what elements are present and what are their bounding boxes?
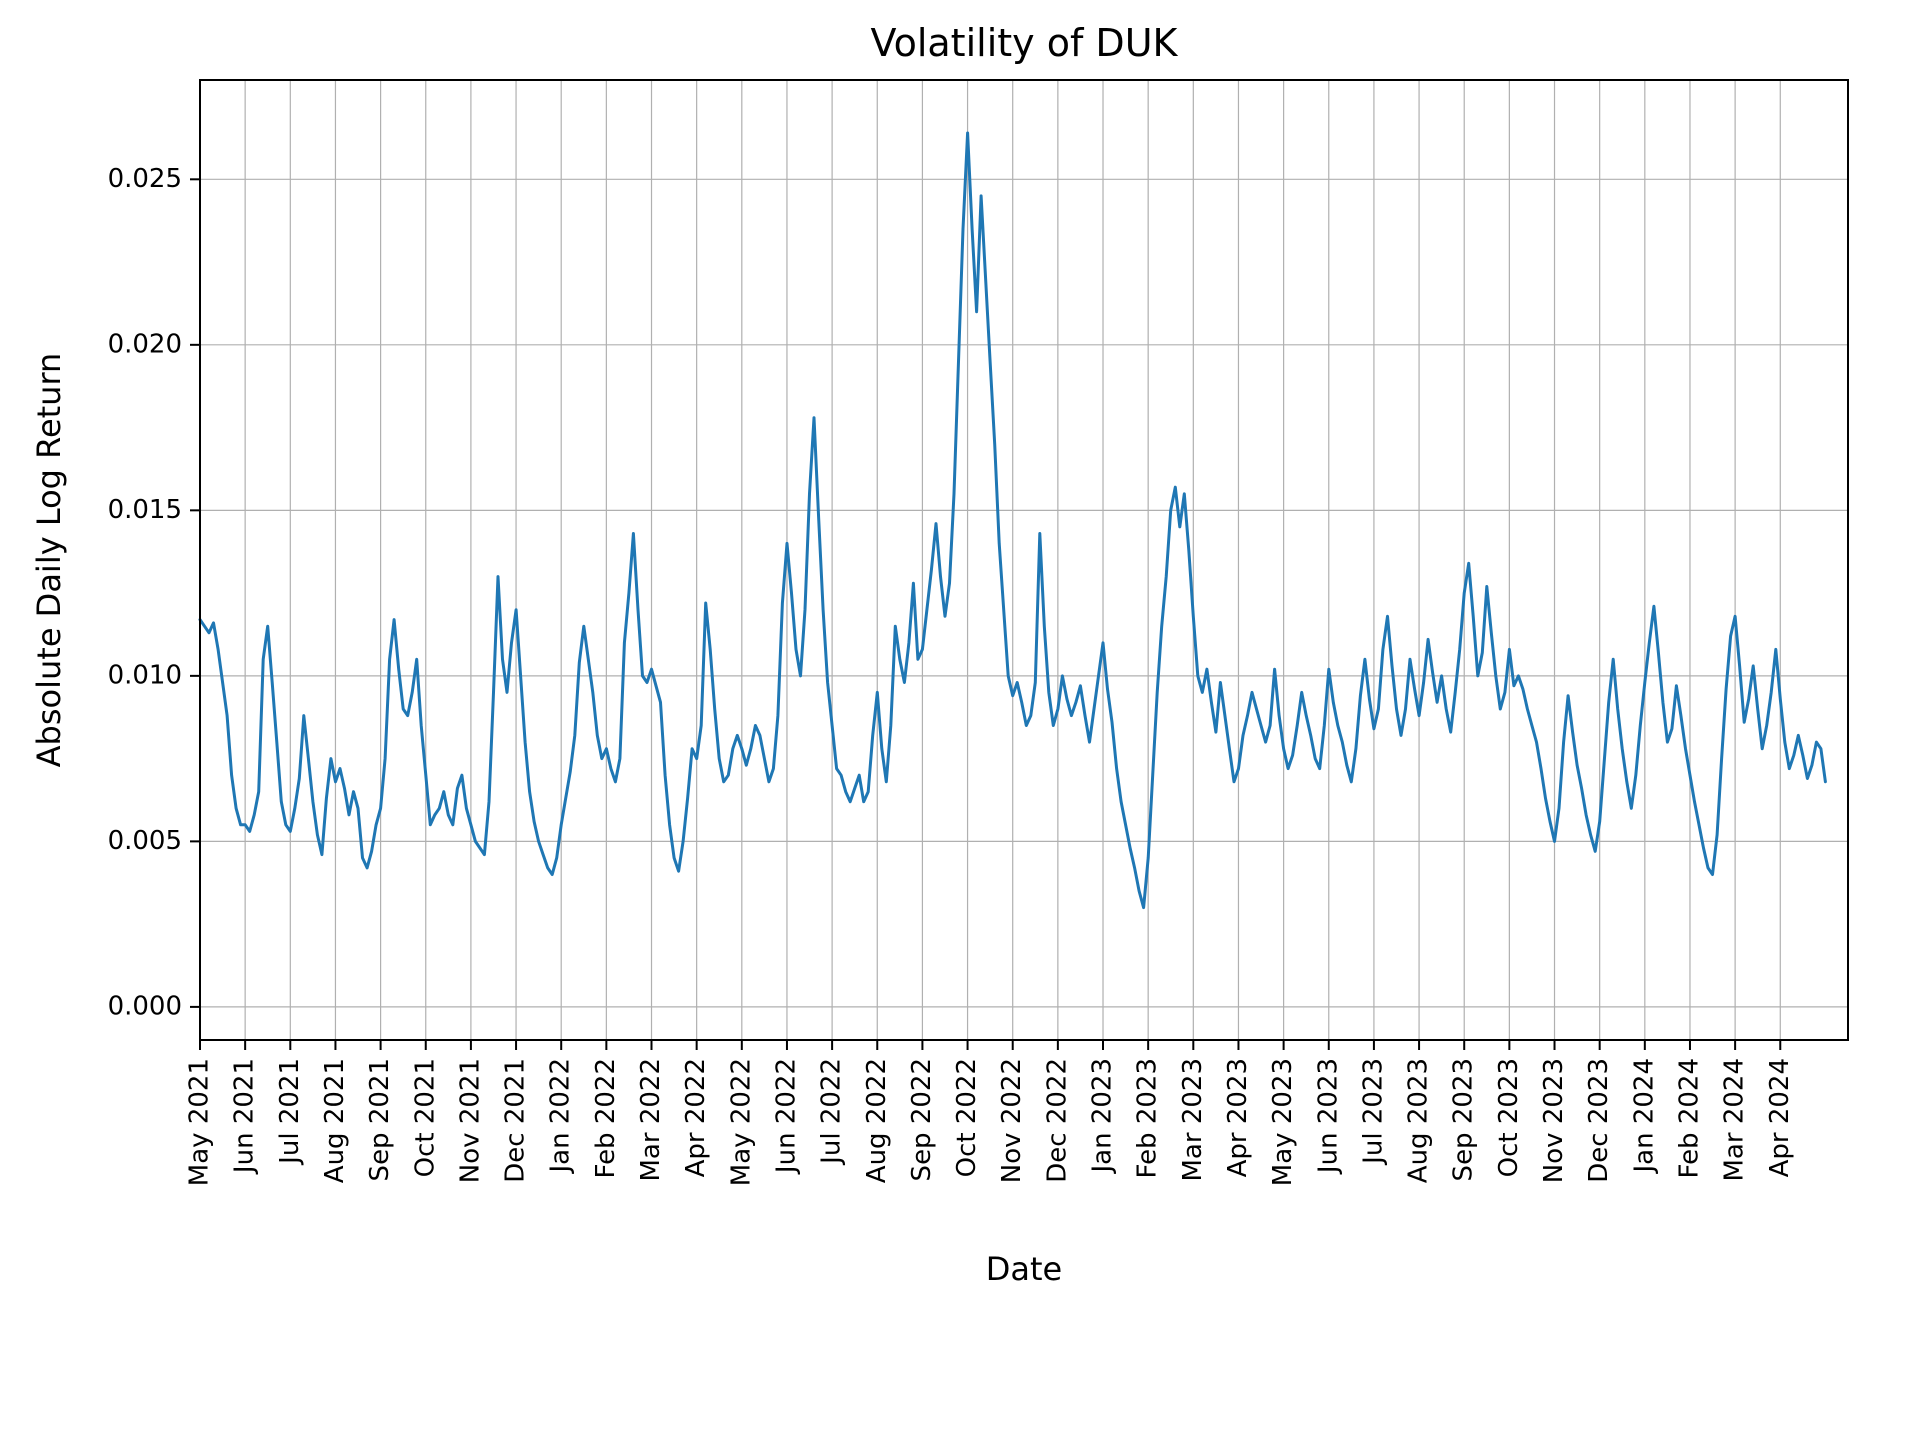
x-tick-label: Apr 2024 (1765, 1058, 1795, 1177)
x-tick-label: Sep 2021 (365, 1058, 395, 1181)
x-tick-label: Nov 2022 (997, 1058, 1027, 1183)
x-tick-label: May 2023 (1268, 1058, 1298, 1186)
y-tick-label: 0.020 (108, 329, 182, 359)
x-tick-label: Dec 2021 (501, 1058, 531, 1183)
x-tick-label: Nov 2021 (455, 1058, 485, 1183)
y-tick-label: 0.025 (108, 164, 182, 194)
x-tick-label: Feb 2022 (591, 1058, 621, 1178)
x-tick-label: Mar 2023 (1178, 1058, 1208, 1182)
y-tick-label: 0.010 (108, 660, 182, 690)
x-tick-label: Dec 2022 (1042, 1058, 1072, 1183)
x-tick-label: Jan 2024 (1629, 1058, 1659, 1175)
y-axis-label: Absolute Daily Log Return (30, 353, 68, 768)
x-tick-label: Apr 2023 (1223, 1058, 1253, 1177)
x-tick-label: Aug 2022 (862, 1058, 892, 1183)
x-tick-label: Jun 2023 (1313, 1058, 1343, 1175)
x-tick-label: Mar 2022 (636, 1058, 666, 1182)
x-tick-label: Jul 2021 (275, 1058, 305, 1166)
chart-title: Volatility of DUK (871, 21, 1179, 65)
x-tick-label: Sep 2023 (1449, 1058, 1479, 1181)
x-tick-label: Apr 2022 (681, 1058, 711, 1177)
chart-container: 0.000 0.005 0.010 0.015 0.020 0.025 May 2021 Ju… (0, 0, 1920, 1440)
x-tick-label: Mar 2024 (1720, 1058, 1750, 1182)
x-tick-label: Aug 2023 (1404, 1058, 1434, 1183)
y-tick-label: 0.015 (108, 495, 182, 525)
x-tick-label: Oct 2023 (1494, 1058, 1524, 1177)
x-tick-label: Jan 2023 (1088, 1058, 1118, 1175)
x-axis-label: Date (986, 1250, 1062, 1288)
x-tick-label: May 2021 (185, 1058, 215, 1186)
x-tick-label: Nov 2023 (1539, 1058, 1569, 1183)
x-tick-label: Jan 2022 (546, 1058, 576, 1175)
y-tick-label: 0.000 (108, 991, 182, 1021)
x-tick-label: Aug 2021 (320, 1058, 350, 1183)
x-tick-label: Jul 2023 (1358, 1058, 1388, 1166)
x-tick-label: Oct 2021 (410, 1058, 440, 1177)
x-tick-label: Sep 2022 (907, 1058, 937, 1181)
x-tick-label: Jun 2021 (230, 1058, 260, 1175)
volatility-line-chart: 0.000 0.005 0.010 0.015 0.020 0.025 May 2021 Ju… (0, 0, 1920, 1440)
x-tick-label: Jul 2022 (817, 1058, 847, 1166)
x-tick-label: Feb 2024 (1674, 1058, 1704, 1178)
x-tick-label: Jun 2022 (771, 1058, 801, 1175)
x-tick-label: May 2022 (726, 1058, 756, 1186)
x-tick-label: Oct 2022 (952, 1058, 982, 1177)
x-tick-label: Dec 2023 (1584, 1058, 1614, 1183)
y-tick-label: 0.005 (108, 826, 182, 856)
x-tick-label: Feb 2023 (1133, 1058, 1163, 1178)
